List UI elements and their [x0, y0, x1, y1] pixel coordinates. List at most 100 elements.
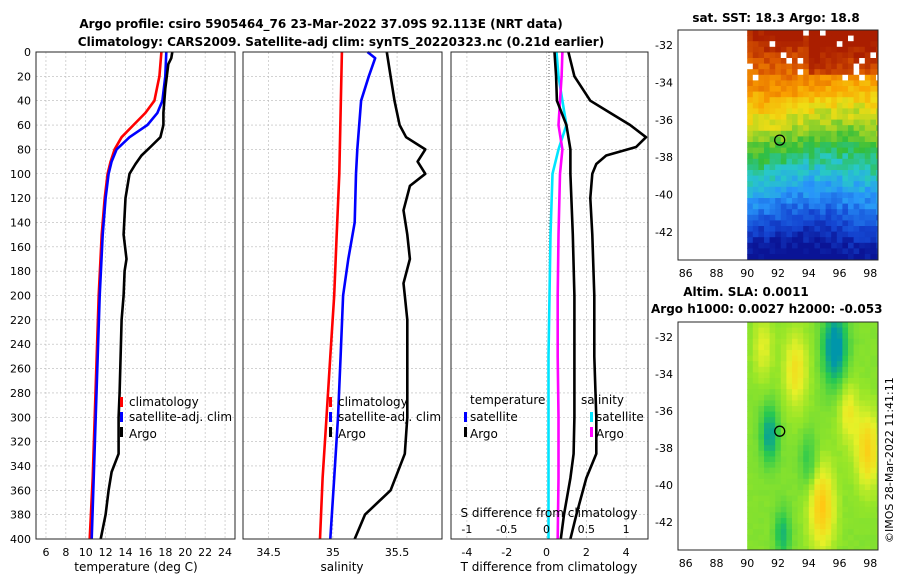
map-cell — [876, 192, 878, 199]
map-cell — [876, 209, 878, 216]
map-cell — [836, 417, 843, 424]
map-cell — [848, 119, 854, 126]
map-cell — [825, 58, 832, 64]
map-cell — [775, 350, 782, 356]
map-cell — [842, 322, 849, 328]
map-cell — [831, 125, 838, 132]
map-cell — [764, 445, 770, 452]
map-cell — [758, 91, 765, 98]
map-cell — [853, 142, 860, 148]
map-cell — [859, 86, 866, 92]
map-cell — [780, 97, 787, 104]
map-cell — [775, 411, 782, 418]
map-cell — [792, 462, 798, 468]
map-cell — [853, 231, 860, 238]
map-cell — [803, 366, 810, 373]
map-cell — [780, 540, 787, 547]
map-cell — [864, 220, 871, 227]
map-cell — [775, 462, 782, 468]
legend-label-climatology: climatology — [129, 395, 199, 409]
map-cell — [831, 462, 838, 468]
map-cell — [769, 350, 776, 356]
map-cell — [792, 198, 798, 204]
map-cell — [848, 242, 854, 249]
map-cell — [848, 378, 854, 384]
map-cell — [820, 501, 826, 508]
map-cell — [764, 108, 770, 115]
map-cell — [747, 119, 754, 126]
map-cell — [797, 74, 804, 81]
map-cell — [825, 231, 832, 238]
map-cell — [853, 80, 860, 87]
map-cell — [870, 69, 877, 76]
map-cell — [803, 383, 810, 390]
map-cell — [814, 248, 821, 255]
depth-tick-label: 60 — [17, 119, 31, 132]
map-cell — [797, 400, 804, 407]
series-line-s-argo — [553, 51, 576, 540]
map-cell — [842, 220, 849, 227]
map-cell — [853, 175, 860, 182]
map-cell — [876, 74, 878, 81]
map-cell — [836, 456, 843, 463]
map-cell — [831, 69, 838, 76]
map-cell — [758, 540, 765, 547]
map-cell — [831, 361, 838, 368]
map-cell — [752, 214, 759, 221]
map-cell — [842, 35, 849, 42]
map-cell — [853, 394, 860, 401]
map-cell — [859, 467, 866, 474]
sst-map-axes-box — [677, 29, 879, 261]
x-tick-label: 18 — [158, 546, 172, 559]
map-cell — [842, 361, 849, 368]
map-cell — [758, 445, 765, 452]
map-cell — [758, 529, 765, 536]
map-cell — [853, 372, 860, 379]
map-cell — [842, 428, 849, 435]
map-cell — [808, 467, 815, 474]
map-cell — [825, 181, 832, 188]
legend-swatch-satellite — [120, 412, 123, 422]
map-cell — [786, 394, 793, 401]
map-cell — [848, 125, 854, 132]
map-cell — [797, 361, 804, 368]
map-cell — [752, 170, 759, 176]
map-cell — [820, 523, 826, 530]
map-cell — [825, 142, 832, 148]
map-cell — [853, 97, 860, 104]
legend-swatch-s-satellite — [590, 412, 593, 422]
map-cell — [836, 231, 843, 238]
map-cell — [780, 192, 787, 199]
map-cell — [853, 333, 860, 340]
map-cell — [797, 344, 804, 351]
map-cell — [803, 237, 810, 244]
sla-map-cells — [747, 322, 878, 550]
map-cell — [747, 490, 754, 496]
map-cell — [848, 220, 854, 227]
map-cell — [786, 490, 793, 496]
map-cell — [842, 422, 849, 429]
map-cell — [797, 69, 804, 76]
map-cell — [803, 30, 810, 36]
map-cell — [758, 506, 765, 513]
map-cell — [758, 158, 765, 165]
map-cell — [814, 175, 821, 182]
map-cell — [780, 125, 787, 132]
map-cell — [803, 108, 810, 115]
map-cell — [836, 248, 843, 255]
map-cell — [808, 366, 815, 373]
map-cell — [797, 506, 804, 513]
map-cell — [853, 226, 860, 232]
map-cell — [825, 529, 832, 536]
map-cell — [825, 467, 832, 474]
map-cell — [825, 74, 832, 81]
map-cell — [764, 35, 770, 42]
map-cell — [842, 534, 849, 541]
map-cell — [780, 484, 787, 491]
map-cell — [864, 136, 871, 143]
map-cell — [825, 136, 832, 143]
map-cell — [769, 108, 776, 115]
map-cell — [786, 30, 793, 36]
map-cell — [820, 69, 826, 76]
map-cell — [808, 355, 815, 362]
